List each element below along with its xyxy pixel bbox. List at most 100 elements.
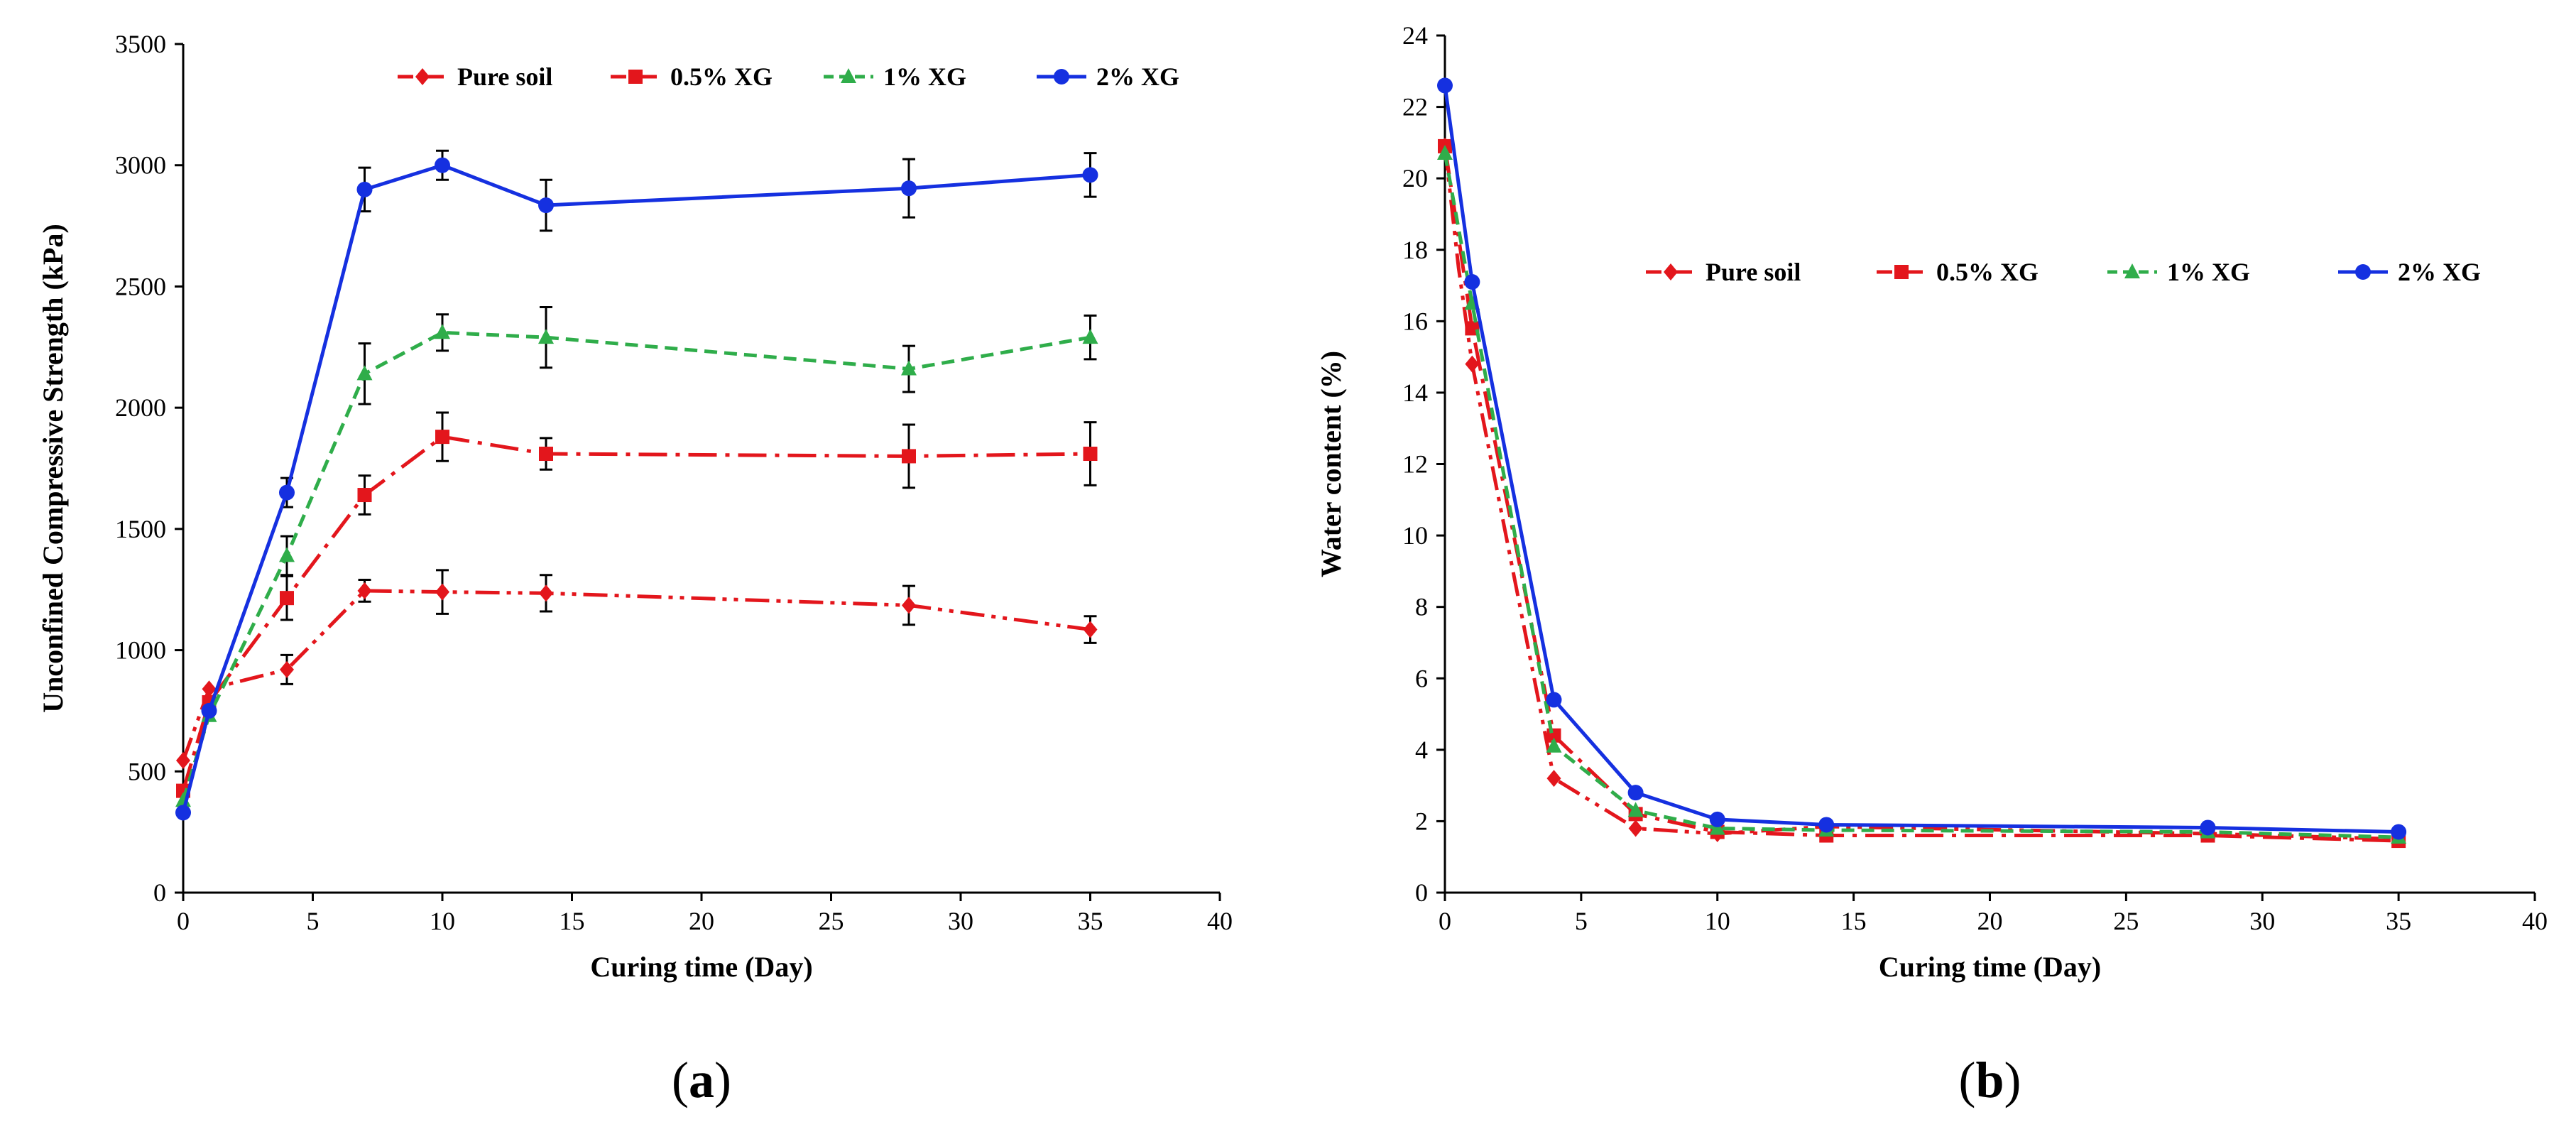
chart-b-y-tick-label: 10 bbox=[1402, 521, 1428, 550]
data-point bbox=[201, 702, 217, 719]
chart-a-legend-item: 0.5% XG bbox=[611, 62, 773, 91]
data-point bbox=[538, 197, 554, 214]
chart-b-series bbox=[1437, 77, 2407, 849]
data-point bbox=[2200, 819, 2216, 836]
legend-label: 1% XG bbox=[883, 62, 966, 91]
panel-label-close: ) bbox=[2004, 1052, 2021, 1109]
chart-a-legend-item: 2% XG bbox=[1037, 62, 1179, 91]
chart-a-legend: Pure soil 0.5% XG 1% XG 2% XG bbox=[398, 62, 1179, 91]
chart-b-x-tick-label: 15 bbox=[1841, 907, 1867, 935]
data-point bbox=[1437, 144, 1453, 160]
legend-label: 2% XG bbox=[1096, 62, 1179, 91]
data-point bbox=[1818, 817, 1835, 833]
chart-b-y-tick-label: 12 bbox=[1402, 450, 1428, 479]
chart-a-y-tick-label: 2000 bbox=[115, 393, 166, 422]
panel-label-letter: a bbox=[689, 1052, 714, 1109]
legend-marker bbox=[628, 70, 643, 84]
chart-a-x-tick-label: 40 bbox=[1207, 907, 1233, 935]
chart-b-y-tick-label: 16 bbox=[1402, 307, 1428, 335]
chart-a-series-pure-soil bbox=[176, 569, 1098, 769]
data-point bbox=[435, 430, 449, 445]
data-point bbox=[2391, 824, 2407, 840]
data-point bbox=[902, 449, 916, 464]
legend-marker bbox=[2355, 264, 2371, 280]
legend-label: 1% XG bbox=[2167, 258, 2250, 286]
chart-a-y-tick-label: 500 bbox=[128, 757, 166, 785]
chart-b-x-tick-label: 40 bbox=[2522, 907, 2548, 935]
chart-b-x-tick-label: 35 bbox=[2386, 907, 2411, 935]
data-point bbox=[901, 180, 917, 197]
chart-b-panel-label-text: (b) bbox=[1958, 1052, 2021, 1109]
chart-a-y-tick-label: 1500 bbox=[115, 515, 166, 543]
chart-a-x-tick-label: 30 bbox=[948, 907, 973, 935]
chart-a-series bbox=[175, 149, 1098, 821]
legend-marker bbox=[415, 68, 430, 85]
chart-b-legend-item: 1% XG bbox=[2107, 258, 2250, 286]
data-point bbox=[1546, 692, 1562, 708]
data-point bbox=[1465, 355, 1480, 373]
data-point bbox=[902, 597, 916, 614]
chart-a-y-axis-label: Unconfined Compressive Strength (kPa) bbox=[37, 224, 69, 713]
chart-b-series-pure-soil bbox=[1438, 137, 2406, 848]
data-point bbox=[1464, 274, 1480, 290]
chart-a-y-tick-label: 3000 bbox=[115, 151, 166, 180]
series-line bbox=[1443, 146, 2399, 843]
legend-label: Pure soil bbox=[457, 62, 552, 91]
chart-a-legend-item: Pure soil bbox=[398, 62, 552, 91]
panel-label-close: ) bbox=[714, 1052, 731, 1109]
chart-b-series-0-5-xg bbox=[1438, 138, 2406, 849]
data-point bbox=[1083, 621, 1098, 638]
data-point bbox=[1083, 447, 1098, 462]
series-line bbox=[1443, 146, 2399, 842]
data-point bbox=[1628, 819, 1643, 837]
chart-b-series-1-xg bbox=[1437, 144, 2407, 844]
chart-b-y-tick-label: 6 bbox=[1415, 664, 1428, 692]
data-point bbox=[901, 360, 917, 376]
data-point bbox=[357, 488, 372, 503]
chart-a-x-tick-label: 20 bbox=[689, 907, 714, 935]
legend-label: 0.5% XG bbox=[670, 62, 773, 91]
chart-a-y-tick-label: 1000 bbox=[115, 636, 166, 665]
chart-b-panel-label: (b) bbox=[1958, 1052, 2021, 1109]
legend-label: 0.5% XG bbox=[1936, 258, 2039, 286]
data-point bbox=[175, 805, 191, 821]
data-point bbox=[1627, 785, 1644, 801]
data-point bbox=[202, 680, 217, 698]
chart-b-legend-item: 2% XG bbox=[2338, 258, 2481, 286]
data-point bbox=[280, 660, 294, 678]
legend-marker bbox=[1664, 263, 1678, 280]
legend-marker bbox=[1894, 265, 1909, 279]
chart-a-x-axis-label: Curing time (Day) bbox=[590, 951, 812, 983]
data-point bbox=[1709, 819, 1725, 835]
data-point bbox=[539, 584, 553, 602]
chart-b-legend: Pure soil 0.5% XG 1% XG 2% XG bbox=[1646, 258, 2481, 286]
data-point bbox=[435, 324, 450, 339]
series-line bbox=[181, 163, 1091, 813]
data-point bbox=[1627, 802, 1644, 817]
chart-b-series-2-xg bbox=[1437, 77, 2407, 840]
legend-label: Pure soil bbox=[1705, 258, 1801, 286]
chart-b-y-tick-label: 22 bbox=[1402, 93, 1428, 121]
data-point bbox=[1437, 77, 1453, 94]
chart-b-legend-item: Pure soil bbox=[1646, 258, 1801, 286]
data-point bbox=[279, 484, 295, 501]
chart-a-x-tick-label: 25 bbox=[819, 907, 844, 935]
data-point bbox=[279, 547, 295, 562]
data-point bbox=[1546, 770, 1561, 788]
panel-label-letter: b bbox=[1975, 1052, 2004, 1109]
data-point bbox=[1082, 329, 1098, 344]
series-line bbox=[181, 435, 1091, 792]
legend-marker bbox=[1054, 69, 1069, 85]
chart-a-legend-item: 1% XG bbox=[824, 62, 966, 91]
chart-b-y-tick-label: 20 bbox=[1402, 164, 1428, 192]
chart-a-panel-label-text: (a) bbox=[672, 1052, 731, 1109]
chart-b-legend-item: 0.5% XG bbox=[1877, 258, 2039, 286]
panel-label-open: ( bbox=[672, 1052, 689, 1109]
legend-marker bbox=[841, 68, 856, 83]
series-line bbox=[1443, 85, 2399, 834]
chart-a-x-tick-label: 10 bbox=[430, 907, 455, 935]
chart-b-x-tick-label: 10 bbox=[1705, 907, 1730, 935]
